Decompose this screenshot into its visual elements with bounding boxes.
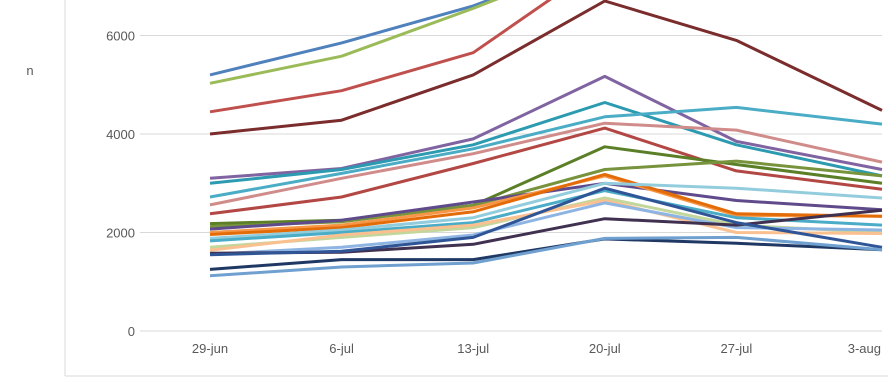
y-tick-labels: 0 2000 4000 6000 — [106, 29, 135, 340]
x-tick-label: 27-jul — [721, 341, 753, 356]
series-line-15 — [209, 181, 883, 240]
x-tick-label: 20-jul — [589, 341, 621, 356]
series-line-23 — [209, 235, 883, 278]
series-line-5 — [209, 74, 883, 180]
x-tick-label: 6-jul — [329, 341, 354, 356]
series-line-1 — [209, 0, 494, 77]
series-line-22 — [209, 237, 883, 271]
x-tick-label: 13-jul — [457, 341, 489, 356]
y-tick-label: 0 — [128, 324, 135, 339]
y-tick-label: 4000 — [106, 127, 135, 142]
y-tick-label: 6000 — [106, 29, 135, 44]
series-line-3 — [209, 0, 552, 114]
series-line-2 — [209, 0, 499, 85]
y-axis-title: n — [26, 63, 33, 78]
series-line-8 — [209, 121, 883, 207]
y-tick-label: 2000 — [106, 226, 135, 241]
x-tick-label: 3-aug — [848, 341, 881, 356]
series-line-16 — [209, 189, 883, 243]
x-tick-labels: 29-jun 6-jul 13-jul 20-jul 27-jul 3-aug — [192, 341, 881, 356]
series-line-9 — [209, 126, 883, 216]
series-line-21 — [209, 186, 883, 257]
series-lines — [209, 0, 883, 278]
series-line-14 — [209, 172, 883, 236]
series-line-6 — [209, 101, 883, 185]
series-line-7 — [209, 105, 883, 199]
series-line-4 — [209, 0, 883, 136]
x-tick-label: 29-jun — [192, 341, 228, 356]
gridlines — [140, 35, 882, 332]
